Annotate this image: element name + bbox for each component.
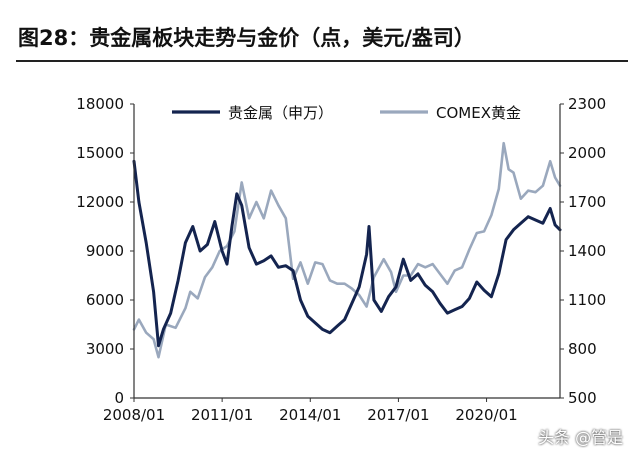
chart-title: 图28：贵金属板块走势与金价（点，美元/盎司） <box>18 26 475 50</box>
legend: 贵金属（申万） COMEX黄金 <box>172 104 521 122</box>
x-tick-label: 2014/01 <box>279 406 341 424</box>
y-left-tick-label: 6000 <box>86 291 124 309</box>
title-rule <box>16 60 628 62</box>
series-line-gold <box>132 141 562 359</box>
series-layer <box>132 141 562 359</box>
legend-item-gold: COMEX黄金 <box>380 104 521 122</box>
legend-label: COMEX黄金 <box>436 104 521 122</box>
x-tick-label: 2008/01 <box>103 406 165 424</box>
y-left-tick-label: 3000 <box>86 340 124 358</box>
x-tick-label: 2020/01 <box>455 406 517 424</box>
y-right-tick-label: 1100 <box>568 291 606 309</box>
y-left-tick-label: 12000 <box>76 193 124 211</box>
y-left-tick-label: 0 <box>114 389 124 407</box>
y-right-tick-label: 2000 <box>568 144 606 162</box>
y-right-tick-label: 2300 <box>568 95 606 113</box>
x-tick-label: 2017/01 <box>367 406 429 424</box>
y-right-tick-label: 1700 <box>568 193 606 211</box>
series-line-sector <box>132 159 562 348</box>
x-tick-label: 2011/01 <box>191 406 253 424</box>
y-left-tick-label: 15000 <box>76 144 124 162</box>
legend-item-sector: 贵金属（申万） <box>172 104 333 122</box>
y-left-tick-label: 18000 <box>76 95 124 113</box>
watermark: 头条 @管是 <box>538 428 624 447</box>
y-right-tick-label: 500 <box>568 389 597 407</box>
y-right-tick-label: 800 <box>568 340 597 358</box>
y-left-tick-label: 9000 <box>86 242 124 260</box>
axes-layer: 0 3000 6000 9000 12000 15000 18000 500 800 1100 14… <box>76 95 606 424</box>
legend-label: 贵金属（申万） <box>228 104 333 122</box>
y-right-tick-label: 1400 <box>568 242 606 260</box>
